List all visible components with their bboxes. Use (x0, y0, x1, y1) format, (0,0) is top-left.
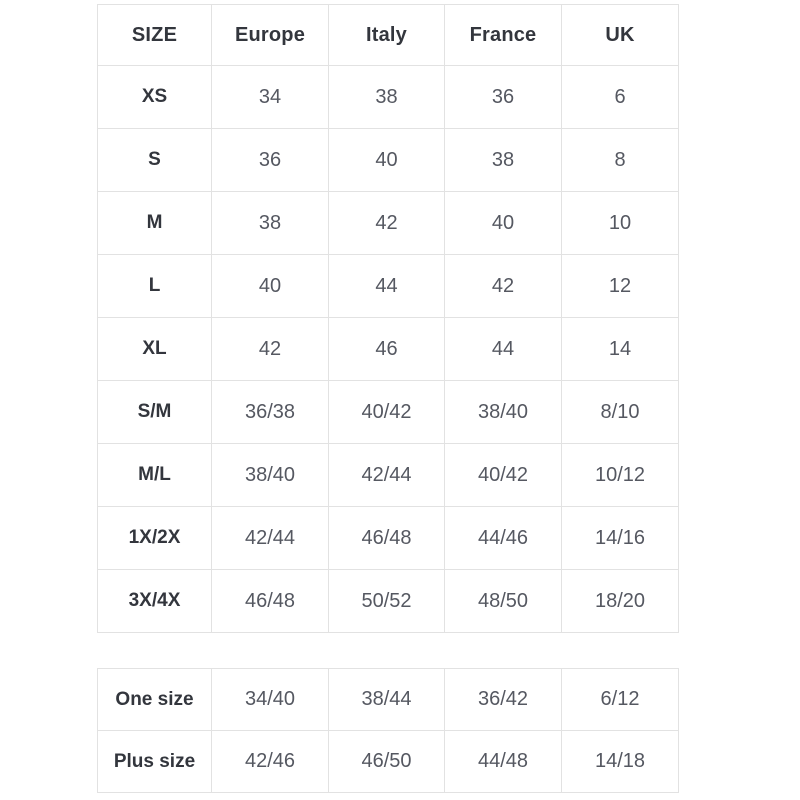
row-label: S (97, 128, 212, 192)
size-value-cell: 42 (444, 254, 562, 318)
row-label: One size (97, 668, 212, 731)
size-value-cell: 36 (211, 128, 329, 192)
size-value-cell: 44 (444, 317, 562, 381)
table-row: Plus size 42/46 46/50 44/48 14/18 (97, 730, 679, 793)
header-cell-uk: UK (561, 4, 679, 66)
size-value-cell: 40 (328, 128, 445, 192)
size-value-cell: 38/44 (328, 668, 445, 731)
size-value-cell: 36/42 (444, 668, 562, 731)
special-table-body: One size 34/40 38/44 36/42 6/12 Plus size 42/4… (97, 668, 679, 793)
size-value-cell: 46 (328, 317, 445, 381)
table-header: SIZE Europe Italy France UK (97, 4, 679, 66)
size-value-cell: 14/16 (561, 506, 679, 570)
table-row: S/M 36/38 40/42 38/40 8/10 (97, 380, 679, 444)
size-value-cell: 44 (328, 254, 445, 318)
size-value-cell: 36 (444, 65, 562, 129)
size-value-cell: 44/46 (444, 506, 562, 570)
size-value-cell: 38 (444, 128, 562, 192)
row-label: M (97, 191, 212, 255)
header-cell-europe: Europe (211, 4, 329, 66)
header-cell-italy: Italy (328, 4, 445, 66)
size-value-cell: 10/12 (561, 443, 679, 507)
size-value-cell: 38 (328, 65, 445, 129)
table-row: 1X/2X 42/44 46/48 44/46 14/16 (97, 506, 679, 570)
size-value-cell: 42 (211, 317, 329, 381)
size-value-cell: 40 (444, 191, 562, 255)
size-value-cell: 38/40 (211, 443, 329, 507)
row-label: XL (97, 317, 212, 381)
table-row: S 36 40 38 8 (97, 128, 679, 192)
size-value-cell: 48/50 (444, 569, 562, 633)
size-value-cell: 46/48 (328, 506, 445, 570)
table-row: M 38 42 40 10 (97, 191, 679, 255)
size-value-cell: 12 (561, 254, 679, 318)
size-value-cell: 18/20 (561, 569, 679, 633)
size-value-cell: 42/44 (328, 443, 445, 507)
row-label: M/L (97, 443, 212, 507)
size-value-cell: 14/18 (561, 730, 679, 793)
size-value-cell: 8 (561, 128, 679, 192)
header-row: SIZE Europe Italy France UK (97, 4, 679, 66)
size-value-cell: 36/38 (211, 380, 329, 444)
size-value-cell: 38 (211, 191, 329, 255)
size-value-cell: 14 (561, 317, 679, 381)
size-value-cell: 46/48 (211, 569, 329, 633)
row-label: XS (97, 65, 212, 129)
table-row: One size 34/40 38/44 36/42 6/12 (97, 668, 679, 731)
size-value-cell: 34/40 (211, 668, 329, 731)
header-cell-size: SIZE (97, 4, 212, 66)
size-table-body: XS 34 38 36 6 S 36 40 38 8 M 38 42 40 10 L 40 44 42 12 XL 42 4… (97, 65, 679, 633)
table-row: XL 42 46 44 14 (97, 317, 679, 381)
table-row: L 40 44 42 12 (97, 254, 679, 318)
size-value-cell: 38/40 (444, 380, 562, 444)
size-value-cell: 40 (211, 254, 329, 318)
size-value-cell: 40/42 (444, 443, 562, 507)
table-row: M/L 38/40 42/44 40/42 10/12 (97, 443, 679, 507)
size-value-cell: 10 (561, 191, 679, 255)
row-label: L (97, 254, 212, 318)
row-label: 3X/4X (97, 569, 212, 633)
header-cell-france: France (444, 4, 562, 66)
size-value-cell: 50/52 (328, 569, 445, 633)
table-row: 3X/4X 46/48 50/52 48/50 18/20 (97, 569, 679, 633)
size-value-cell: 44/48 (444, 730, 562, 793)
row-label: Plus size (97, 730, 212, 793)
size-value-cell: 40/42 (328, 380, 445, 444)
size-value-cell: 6/12 (561, 668, 679, 731)
size-value-cell: 8/10 (561, 380, 679, 444)
size-conversion-table: SIZE Europe Italy France UK XS 34 38 36 6 S 36… (97, 4, 679, 633)
size-value-cell: 42 (328, 191, 445, 255)
size-value-cell: 34 (211, 65, 329, 129)
size-value-cell: 6 (561, 65, 679, 129)
row-label: S/M (97, 380, 212, 444)
special-sizes-table: One size 34/40 38/44 36/42 6/12 Plus size 42/4… (97, 668, 679, 793)
table-row: XS 34 38 36 6 (97, 65, 679, 129)
size-value-cell: 46/50 (328, 730, 445, 793)
size-value-cell: 42/44 (211, 506, 329, 570)
size-value-cell: 42/46 (211, 730, 329, 793)
row-label: 1X/2X (97, 506, 212, 570)
